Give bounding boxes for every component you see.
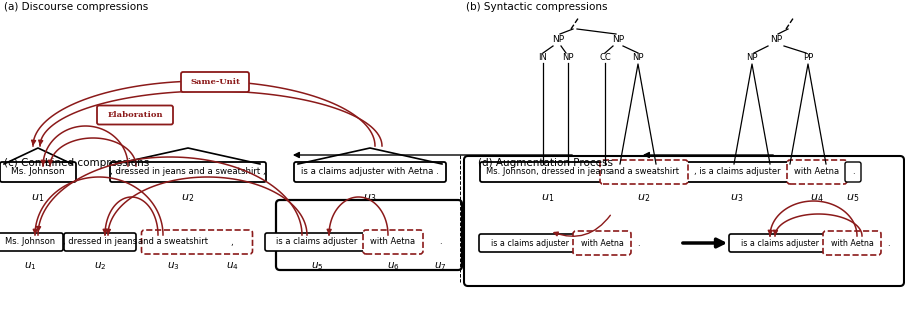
FancyBboxPatch shape [265, 233, 369, 251]
FancyBboxPatch shape [97, 105, 173, 125]
FancyBboxPatch shape [141, 230, 252, 254]
Text: (c) Combined compressions: (c) Combined compressions [4, 158, 149, 168]
Text: $u_1$: $u_1$ [32, 192, 44, 204]
FancyBboxPatch shape [600, 160, 688, 184]
Text: (b) Syntactic compressions: (b) Syntactic compressions [466, 2, 607, 12]
Text: $u_5$: $u_5$ [846, 192, 860, 204]
FancyBboxPatch shape [729, 234, 831, 252]
FancyBboxPatch shape [464, 156, 904, 286]
Text: NP: NP [552, 36, 564, 45]
Text: ,: , [231, 237, 233, 246]
Text: NP: NP [562, 54, 574, 63]
Text: with Aetna: with Aetna [831, 238, 873, 247]
Text: .: . [439, 237, 442, 246]
FancyBboxPatch shape [573, 231, 631, 255]
Text: $u_5$: $u_5$ [310, 260, 323, 272]
FancyBboxPatch shape [480, 162, 616, 182]
Text: $u_1$: $u_1$ [24, 260, 36, 272]
Text: $u_1$: $u_1$ [541, 192, 555, 204]
Text: NP: NP [770, 36, 782, 45]
Text: Ms. Johnson, dressed in jeans: Ms. Johnson, dressed in jeans [486, 167, 610, 176]
Text: $u_3$: $u_3$ [730, 192, 744, 204]
FancyBboxPatch shape [181, 72, 249, 92]
FancyBboxPatch shape [823, 231, 881, 255]
Text: NP: NP [633, 54, 643, 63]
FancyBboxPatch shape [276, 200, 462, 270]
Text: NP: NP [612, 36, 624, 45]
Text: , dressed in jeans: , dressed in jeans [63, 237, 137, 246]
Text: Ms. Johnson: Ms. Johnson [5, 237, 55, 246]
Text: Ms. Johnson: Ms. Johnson [11, 167, 65, 176]
Text: is a claims adjuster: is a claims adjuster [741, 238, 819, 247]
Text: , dressed in jeans and a sweatshirt ,: , dressed in jeans and a sweatshirt , [110, 167, 266, 176]
Text: and a sweatshirt: and a sweatshirt [138, 237, 208, 246]
Text: CC: CC [599, 54, 611, 63]
Text: is a claims adjuster: is a claims adjuster [276, 237, 357, 246]
Text: and a sweatshirt: and a sweatshirt [609, 167, 679, 176]
Text: $u_3$: $u_3$ [167, 260, 179, 272]
FancyBboxPatch shape [479, 234, 581, 252]
FancyBboxPatch shape [683, 162, 791, 182]
Text: is a claims adjuster: is a claims adjuster [491, 238, 569, 247]
Text: Elaboration: Elaboration [107, 111, 163, 119]
FancyBboxPatch shape [0, 162, 76, 182]
FancyBboxPatch shape [110, 162, 266, 182]
Text: .: . [637, 238, 639, 247]
Text: $u_3$: $u_3$ [363, 192, 376, 204]
Text: $u_7$: $u_7$ [433, 260, 446, 272]
Text: , is a claims adjuster: , is a claims adjuster [694, 167, 780, 176]
Text: $u_2$: $u_2$ [637, 192, 651, 204]
Text: .: . [887, 238, 890, 247]
Text: is a claims adjuster with Aetna .: is a claims adjuster with Aetna . [301, 167, 439, 176]
Text: $u_2$: $u_2$ [181, 192, 195, 204]
Text: IN: IN [538, 54, 548, 63]
Text: (a) Discourse compressions: (a) Discourse compressions [4, 2, 148, 12]
Text: NP: NP [747, 54, 757, 63]
FancyBboxPatch shape [64, 233, 136, 251]
Text: with Aetna: with Aetna [795, 167, 840, 176]
Text: $u_2$: $u_2$ [94, 260, 106, 272]
Text: with Aetna: with Aetna [370, 237, 415, 246]
Text: with Aetna: with Aetna [581, 238, 624, 247]
FancyBboxPatch shape [787, 160, 847, 184]
Text: $u_6$: $u_6$ [386, 260, 399, 272]
Text: PP: PP [803, 54, 813, 63]
FancyBboxPatch shape [363, 230, 423, 254]
Text: $u_4$: $u_4$ [810, 192, 824, 204]
Text: $u_4$: $u_4$ [225, 260, 238, 272]
Text: Same-Unit: Same-Unit [190, 78, 240, 86]
Text: (d) Augmentation Process: (d) Augmentation Process [478, 158, 613, 168]
FancyBboxPatch shape [294, 162, 446, 182]
FancyBboxPatch shape [0, 233, 63, 251]
Text: .: . [852, 167, 854, 176]
FancyBboxPatch shape [845, 162, 861, 182]
